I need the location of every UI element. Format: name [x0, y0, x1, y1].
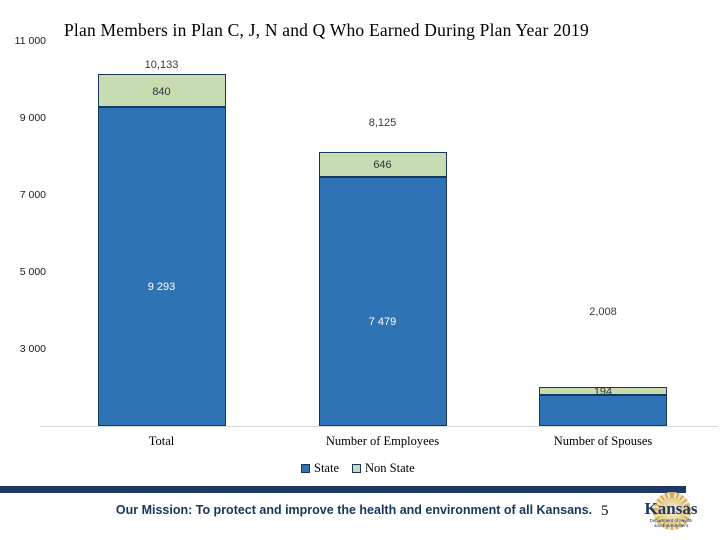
legend-item-nonstate: Non State — [352, 461, 415, 476]
bar-segment-nonstate: 840 — [97, 74, 226, 107]
category-label: Number of Spouses — [553, 434, 653, 448]
bar-segment-nonstate: 646 — [318, 151, 447, 177]
x-axis-line — [40, 426, 718, 427]
nonstate-data-label: 646 — [373, 159, 392, 172]
kansas-logo: Kansas Department of Health and Environm… — [637, 492, 705, 538]
total-data-label: 8,125 — [368, 116, 397, 129]
y-axis-tick-label: 7 000 — [19, 188, 46, 201]
bar-segment-state — [539, 394, 667, 426]
total-data-label: 2,008 — [589, 306, 617, 319]
footer-divider-bar — [0, 486, 686, 493]
kansas-logo-caption: Department of Health and Environment — [637, 518, 705, 528]
legend-swatch-nonstate-icon — [352, 464, 361, 473]
bar-segment-state: 7 479 — [318, 176, 447, 426]
y-axis-tick-label: 9 000 — [19, 111, 46, 124]
bar-segment-nonstate: 194 — [539, 387, 667, 395]
state-data-label: 9 293 — [147, 280, 176, 293]
legend-swatch-state-icon — [301, 464, 310, 473]
kansas-logo-caption-line1: Department of Health — [649, 518, 693, 523]
kansas-logo-text: Kansas — [644, 499, 698, 518]
legend-label-state: State — [314, 461, 339, 475]
bar-segment-state: 9 293 — [97, 106, 226, 426]
plot-area: 11 000 9 000 7 000 5 000 3 000 9 293 840 10,133… — [14, 34, 718, 427]
category-label: Total — [148, 434, 175, 448]
y-axis-tick-label: 5 000 — [19, 265, 46, 278]
legend-item-state: State — [301, 461, 339, 476]
nonstate-data-label: 194 — [593, 387, 613, 395]
mission-statement: Our Mission: To protect and improve the … — [115, 503, 593, 517]
sunburst-icon — [653, 492, 691, 530]
chart-legend: State Non State — [301, 461, 415, 476]
kansas-logo-caption-line2: and Environment — [653, 523, 689, 528]
page-number: 5 — [601, 503, 609, 519]
category-label: Number of Employees — [325, 434, 440, 448]
nonstate-data-label: 840 — [152, 85, 171, 98]
state-data-label: 7 479 — [368, 315, 397, 328]
chart-title: Plan Members in Plan C, J, N and Q Who E… — [64, 20, 589, 40]
y-axis-tick-label: 11 000 — [14, 34, 46, 47]
y-axis-tick-label: 3 000 — [19, 342, 46, 355]
legend-label-nonstate: Non State — [365, 461, 415, 475]
total-data-label: 10,133 — [144, 59, 179, 72]
